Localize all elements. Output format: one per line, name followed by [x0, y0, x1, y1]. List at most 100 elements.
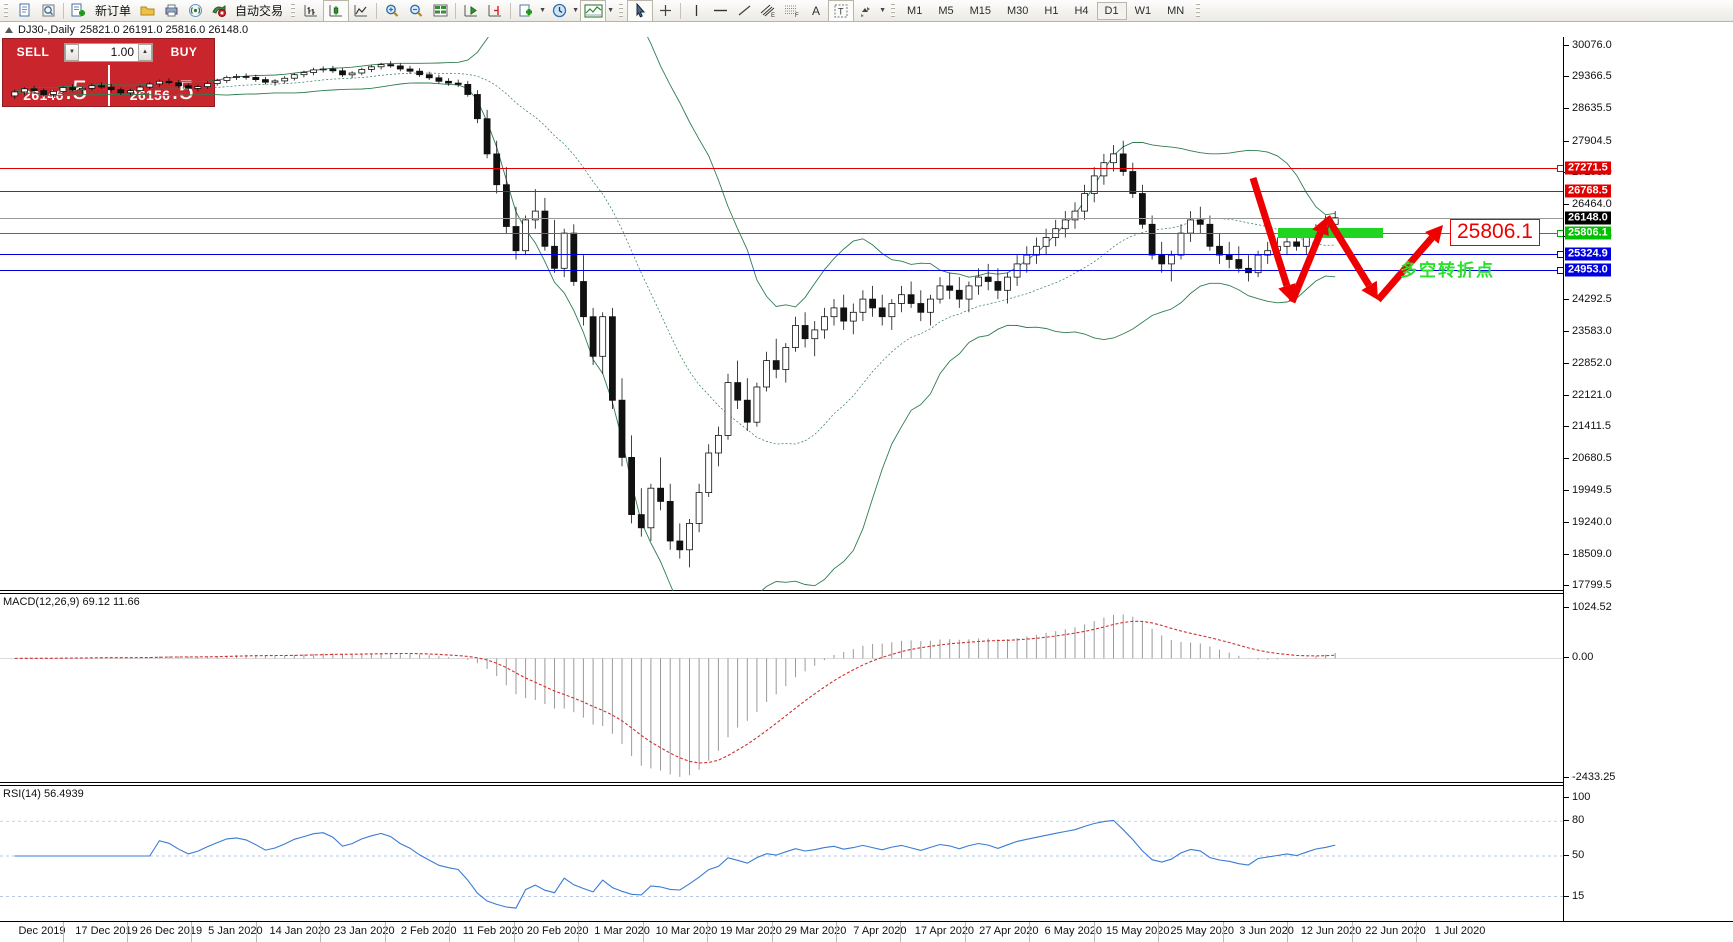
- price-pane[interactable]: 25806.1 多空转折点: [0, 37, 1564, 591]
- chevron-down-icon-indicators[interactable]: ▼: [539, 7, 546, 14]
- chart-shift-icon[interactable]: [459, 1, 483, 21]
- price-badge-26768.5[interactable]: 26768.5: [1565, 184, 1611, 197]
- price-tick: [1564, 394, 1569, 396]
- zoom-in-icon[interactable]: [380, 1, 404, 21]
- templates-icon[interactable]: [580, 0, 607, 22]
- price-tick: [1564, 140, 1569, 142]
- date-tick-label: 1 Mar 2020: [594, 925, 650, 937]
- macd-pane[interactable]: MACD(12,26,9) 69.12 11.66: [0, 593, 1563, 783]
- date-tick-label: 17 Dec 2019: [75, 925, 138, 937]
- candlestick-chart-icon[interactable]: [323, 0, 350, 22]
- level-line-26768.5[interactable]: [0, 190, 1563, 192]
- bar-chart-icon[interactable]: [299, 1, 323, 21]
- rsi-tick: [1564, 855, 1569, 856]
- date-tick-label: 23 Jan 2020: [334, 925, 395, 937]
- date-tick-label: 14 Jan 2020: [269, 925, 331, 937]
- crosshair-icon[interactable]: [653, 1, 677, 21]
- level-line-25324.9[interactable]: [0, 254, 1563, 255]
- autotrade-label[interactable]: 自动交易: [235, 4, 284, 18]
- date-tick: [771, 922, 773, 942]
- broadcast-icon[interactable]: [183, 1, 207, 21]
- magnifier-chart-icon[interactable]: [36, 1, 60, 21]
- chart-area[interactable]: 25806.1 多空转折点 MACD(12,26,9) 69.12 11.66 …: [0, 37, 1733, 921]
- period-icon[interactable]: [547, 1, 571, 21]
- price-badge-24953.0[interactable]: 24953.0: [1565, 263, 1611, 277]
- text-icon[interactable]: A: [812, 3, 821, 18]
- price-tick: [1564, 108, 1569, 110]
- buy-button[interactable]: BUY: [170, 45, 198, 59]
- timeframe-m1[interactable]: M1: [907, 4, 923, 17]
- date-tick: [707, 922, 708, 942]
- date-tick: [513, 922, 515, 942]
- chevron-down-icon-templates[interactable]: ▼: [607, 7, 614, 14]
- price-tick-label: 19240.0: [1572, 515, 1612, 528]
- level-line-25806.1[interactable]: [0, 232, 1563, 234]
- toolbar-grip-4[interactable]: [891, 2, 896, 19]
- date-axis[interactable]: Dec 2019 17 Dec 2019 26 Dec 2019 5 Jan 2020…: [0, 921, 1733, 942]
- new-order-label[interactable]: 新订单: [95, 4, 132, 18]
- price-tick-label: 24292.5: [1572, 293, 1612, 306]
- volume-input[interactable]: 1.00: [110, 44, 134, 59]
- date-tick: [1158, 922, 1160, 942]
- folder-icon[interactable]: [135, 1, 159, 21]
- vertical-line-icon[interactable]: [684, 1, 708, 21]
- zoom-out-icon[interactable]: [404, 1, 428, 21]
- shapes-icon[interactable]: [854, 1, 878, 21]
- date-tick: [62, 922, 64, 942]
- volume-stepper[interactable]: ▼ 1.00 ▲: [64, 42, 153, 62]
- sell-button[interactable]: SELL: [16, 45, 50, 59]
- trendline-icon[interactable]: [732, 1, 756, 21]
- volume-decrement-button[interactable]: ▼: [65, 43, 79, 61]
- price-badge-25324.9[interactable]: 25324.9: [1565, 247, 1611, 261]
- printer-preview-icon[interactable]: [159, 1, 183, 21]
- equidistant-channel-icon[interactable]: E: [756, 1, 780, 21]
- date-tick-label: 17 Apr 2020: [914, 925, 975, 937]
- fibonacci-icon[interactable]: F: [780, 1, 804, 21]
- timeframe-w1[interactable]: W1: [1134, 4, 1152, 17]
- toolbar-grip-2[interactable]: [291, 2, 296, 19]
- timeframe-m15[interactable]: M15: [969, 4, 991, 17]
- rsi-tick-label: 100: [1572, 791, 1591, 803]
- price-tick: [1564, 426, 1569, 428]
- indicators-icon[interactable]: [514, 1, 538, 21]
- timeframe-m30[interactable]: M30: [1007, 4, 1029, 17]
- price-tick-label: 28635.5: [1572, 102, 1612, 115]
- autotrade-icon[interactable]: [207, 1, 231, 21]
- cursor-icon[interactable]: [627, 0, 654, 22]
- document-icon[interactable]: [12, 1, 36, 21]
- timeframe-d1[interactable]: D1: [1096, 1, 1127, 20]
- volume-increment-button[interactable]: ▲: [138, 43, 152, 61]
- price-callout-box: 25806.1: [1450, 218, 1540, 246]
- price-badge-27271.5[interactable]: 27271.5: [1565, 161, 1611, 175]
- date-tick-label: 15 May 2020: [1105, 925, 1170, 937]
- date-tick-label: 5 Jan 2020: [208, 925, 263, 937]
- price-tick-label: 22852.0: [1572, 356, 1612, 369]
- auto-scroll-icon[interactable]: [483, 1, 507, 21]
- triangle-icon: [5, 26, 13, 33]
- price-scale[interactable]: 30076.029366.528635.527904.527193.026464…: [1563, 37, 1733, 921]
- line-chart-icon[interactable]: [349, 1, 373, 21]
- level-line-27271.5[interactable]: [0, 168, 1563, 170]
- toolbar-grip[interactable]: [4, 2, 8, 19]
- timeframe-h4[interactable]: H4: [1074, 4, 1089, 17]
- level-line-24953.0[interactable]: [0, 270, 1563, 272]
- chevron-down-icon-shapes[interactable]: ▼: [879, 7, 886, 14]
- price-badge-26148.0[interactable]: 26148.0: [1565, 211, 1611, 225]
- price-tick-label: 18509.0: [1572, 547, 1612, 560]
- toolbar-divider-5: [680, 2, 682, 19]
- one-click-trading-top-row: SELL ▼ 1.00 ▲ BUY: [3, 39, 214, 65]
- chevron-down-icon-period[interactable]: ▼: [572, 7, 579, 14]
- price-tick: [1564, 458, 1569, 460]
- toolbar-grip-3[interactable]: [619, 2, 624, 19]
- toolbar-grip-5[interactable]: [1196, 2, 1201, 19]
- level-line-26148.0[interactable]: [0, 217, 1563, 219]
- timeframe-h1[interactable]: H1: [1044, 4, 1059, 17]
- new-order-icon[interactable]: [67, 1, 91, 21]
- timeframe-mn[interactable]: MN: [1167, 4, 1185, 17]
- text-label-icon[interactable]: T: [828, 0, 855, 22]
- rsi-pane[interactable]: RSI(14) 56.4939: [0, 785, 1563, 921]
- horizontal-line-icon[interactable]: [708, 1, 732, 21]
- price-badge-25806.1[interactable]: 25806.1: [1565, 226, 1611, 240]
- data-window-icon[interactable]: [428, 1, 452, 21]
- timeframe-m5[interactable]: M5: [938, 4, 954, 17]
